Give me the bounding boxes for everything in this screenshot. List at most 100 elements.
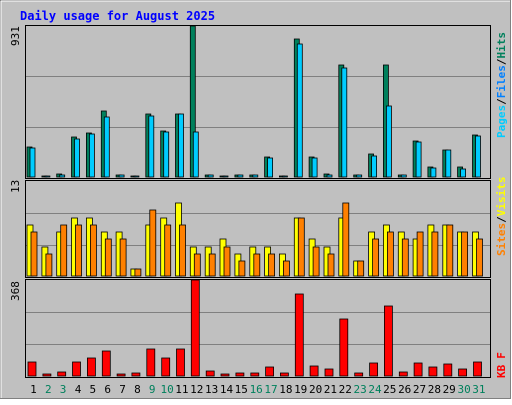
- bar-kbytes-kb-f-day-28: [428, 366, 438, 377]
- bar-kbytes-kb-f-day-17: [265, 366, 275, 377]
- bar-hits-files-pages-files-day-8: [133, 175, 140, 178]
- bar-kbytes-kb-f-day-7: [116, 373, 126, 377]
- x-label-day-5: 5: [89, 383, 96, 396]
- x-label-day-2: 2: [45, 383, 52, 396]
- bar-hits-files-pages-files-day-2: [44, 175, 51, 178]
- bar-hits-files-pages-files-day-3: [59, 174, 66, 178]
- legend-kb-f: F: [495, 352, 508, 359]
- legend-separator-2: /: [495, 58, 508, 65]
- legend-separator-3: /: [495, 216, 508, 223]
- bar-hits-files-pages-files-day-4: [74, 138, 80, 178]
- legend-separator-1: /: [495, 98, 508, 105]
- bar-sites-visits-sites-day-15: [238, 260, 246, 277]
- bar-sites-visits-sites-day-6: [104, 238, 112, 277]
- x-label-day-19: 19: [294, 383, 307, 396]
- x-label-day-1: 1: [30, 383, 37, 396]
- bar-sites-visits-sites-day-22: [342, 202, 350, 277]
- sites-legend: Sites/Visits: [495, 177, 508, 257]
- bar-kbytes-kb-f-day-6: [101, 350, 111, 377]
- bar-kbytes-kb-f-day-12: [190, 279, 200, 377]
- x-label-day-10: 10: [160, 383, 173, 396]
- bar-kbytes-kb-f-day-23: [354, 372, 364, 377]
- legend-sites: Sites: [495, 223, 508, 256]
- hits-panel-frame: [25, 25, 491, 179]
- x-label-day-16: 16: [250, 383, 263, 396]
- bar-kbytes-kb-f-day-8: [131, 372, 141, 377]
- bar-kbytes-kb-f-day-20: [309, 365, 319, 377]
- bar-sites-visits-sites-day-7: [119, 238, 127, 277]
- bar-hits-files-pages-files-day-19: [296, 43, 303, 178]
- hits-legend: Pages/Files/Hits: [495, 32, 508, 138]
- bar-sites-visits-sites-day-24: [372, 238, 380, 277]
- bar-kbytes-kb-f-day-16: [250, 372, 260, 377]
- legend-files: Files: [495, 65, 508, 98]
- bar-sites-visits-sites-day-31: [476, 238, 483, 277]
- bar-kbytes-kb-f-day-19: [294, 293, 304, 377]
- bar-hits-files-pages-files-day-15: [237, 174, 244, 178]
- bar-hits-files-pages-files-day-23: [356, 174, 363, 178]
- bar-sites-visits-sites-day-1: [30, 231, 38, 277]
- bar-kbytes-kb-f-day-14: [220, 373, 230, 377]
- bar-hits-files-pages-files-day-12: [192, 131, 199, 178]
- x-label-day-4: 4: [75, 383, 82, 396]
- x-label-day-11: 11: [175, 383, 188, 396]
- bar-sites-visits-sites-day-27: [416, 231, 424, 277]
- bar-sites-visits-sites-day-9: [149, 209, 157, 277]
- x-label-day-31: 31: [472, 383, 485, 396]
- bar-kbytes-kb-f-day-26: [398, 371, 408, 377]
- x-label-day-28: 28: [428, 383, 441, 396]
- bar-sites-visits-sites-day-23: [357, 260, 365, 277]
- bar-hits-files-pages-files-day-11: [178, 113, 184, 178]
- bar-sites-visits-sites-day-4: [75, 224, 82, 277]
- bar-sites-visits-sites-day-5: [90, 224, 97, 277]
- bar-kbytes-kb-f-day-24: [369, 362, 379, 377]
- bar-kbytes-kb-f-day-11: [176, 348, 185, 377]
- bar-sites-visits-sites-day-18: [282, 260, 290, 277]
- bar-hits-files-pages-files-day-29: [445, 149, 452, 178]
- bar-kbytes-kb-f-day-9: [146, 348, 156, 377]
- sites-panel-frame: [25, 180, 491, 278]
- bar-hits-files-pages-files-day-24: [371, 155, 378, 178]
- bar-kbytes-kb-f-day-18: [279, 372, 289, 377]
- bar-kbytes-kb-f-day-29: [443, 363, 453, 377]
- x-label-day-7: 7: [119, 383, 126, 396]
- bar-hits-files-pages-files-day-17: [267, 157, 274, 178]
- bar-sites-visits-sites-day-16: [253, 253, 261, 277]
- x-label-day-13: 13: [205, 383, 218, 396]
- bar-sites-visits-sites-day-25: [386, 231, 394, 277]
- bar-kbytes-kb-f-day-21: [324, 368, 334, 377]
- bar-kbytes-kb-f-day-1: [27, 361, 37, 377]
- bar-sites-visits-sites-day-21: [327, 253, 335, 277]
- bar-kbytes-kb-f-day-2: [42, 373, 52, 377]
- x-label-day-14: 14: [220, 383, 234, 396]
- bar-hits-files-pages-files-day-30: [460, 168, 467, 178]
- legend-pages: Pages: [495, 105, 508, 138]
- sites-ymax-label: 13: [9, 180, 22, 193]
- bar-hits-files-pages-files-day-20: [311, 157, 318, 178]
- bar-hits-files-pages-files-day-21: [326, 174, 333, 178]
- bar-hits-files-pages-files-day-28: [430, 167, 437, 178]
- x-label-day-23: 23: [353, 383, 366, 396]
- x-label-day-15: 15: [235, 383, 248, 396]
- bar-sites-visits-sites-day-14: [223, 246, 231, 277]
- bar-sites-visits-sites-day-3: [60, 224, 68, 277]
- bar-sites-visits-sites-day-2: [45, 253, 53, 277]
- bar-sites-visits-sites-day-10: [164, 224, 172, 277]
- bar-hits-files-pages-files-day-27: [415, 141, 422, 178]
- bar-hits-files-pages-hits-day-12: [189, 25, 196, 178]
- bar-hits-files-pages-files-day-5: [89, 133, 95, 178]
- x-label-day-8: 8: [134, 383, 141, 396]
- bar-hits-files-pages-files-day-18: [281, 175, 288, 178]
- bar-sites-visits-sites-day-17: [268, 253, 276, 277]
- bar-kbytes-kb-f-day-13: [205, 370, 215, 377]
- bar-kbytes-kb-f-day-31: [473, 361, 482, 377]
- bar-kbytes-kb-f-day-10: [161, 357, 171, 377]
- bar-sites-visits-sites-day-12: [193, 253, 201, 277]
- legend-hits: Hits: [495, 32, 508, 59]
- bar-sites-visits-sites-day-29: [446, 224, 454, 277]
- chart-title: Daily usage for August 2025: [20, 9, 215, 23]
- x-axis-labels: 1 2 3 4 5 6 7 8 9 10 11 12 13 14 15 16 17 18 19 20 21 22 23 24 2…: [30, 383, 485, 396]
